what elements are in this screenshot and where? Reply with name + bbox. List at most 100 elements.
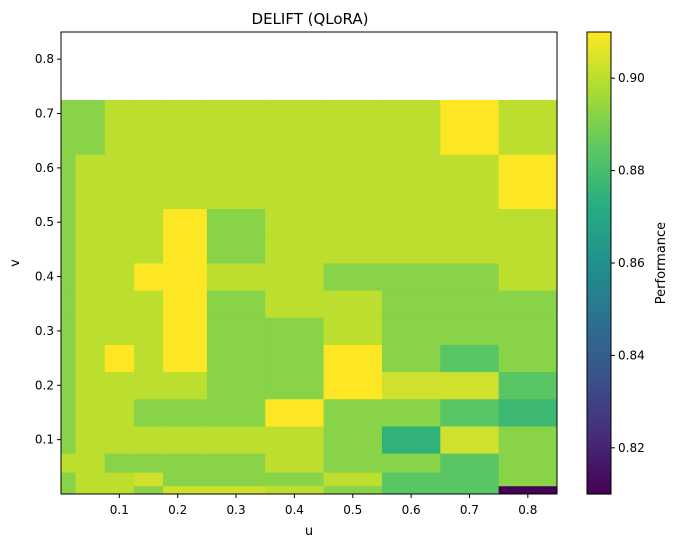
heatmap-cell <box>206 485 266 495</box>
heatmap-cell <box>163 208 208 237</box>
colorbar-gradient-segment <box>587 133 611 137</box>
colorbar-gradient-segment <box>587 64 611 68</box>
x-tick-label: 0.3 <box>227 503 246 517</box>
heatmap-cell <box>163 290 208 318</box>
colorbar-gradient-segment <box>587 408 611 412</box>
heatmap-cell <box>498 208 558 237</box>
colorbar-gradient-segment <box>587 85 611 89</box>
colorbar-gradient-segment <box>587 122 611 125</box>
heatmap-cell <box>61 263 76 291</box>
colorbar-gradient-segment <box>587 36 611 40</box>
heatmap-cell <box>323 453 383 473</box>
heatmap-cell <box>498 290 558 318</box>
colorbar-gradient-segment <box>587 50 611 54</box>
colorbar-gradient-segment <box>587 184 611 188</box>
colorbar-gradient-segment <box>587 52 611 56</box>
colorbar-gradient-segment <box>587 373 611 377</box>
colorbar-gradient-segment <box>587 304 611 308</box>
heatmap-cell <box>498 344 558 373</box>
colorbar-gradient-segment <box>587 360 611 363</box>
colorbar-gradient-segment <box>587 177 611 181</box>
colorbar-gradient-segment <box>587 466 611 470</box>
colorbar-gradient-segment <box>587 189 611 192</box>
colorbar-gradient-segment <box>587 101 611 105</box>
colorbar-gradient-segment <box>587 316 611 320</box>
heatmap-cell <box>323 208 383 237</box>
colorbar-gradient-segment <box>587 182 611 186</box>
y-tick-label: 0.8 <box>35 52 54 66</box>
colorbar-gradient-segment <box>587 140 611 144</box>
colorbar-label: Performance <box>654 222 669 304</box>
colorbar-gradient-segment <box>587 369 611 373</box>
heatmap-cell <box>265 208 324 237</box>
colorbar-gradient-segment <box>587 41 611 45</box>
x-tick-label: 0.4 <box>285 503 304 517</box>
heatmap-cell <box>163 263 208 291</box>
heatmap-cell <box>75 208 106 237</box>
x-tick-label: 0.7 <box>460 503 479 517</box>
heatmap-cell <box>75 235 106 264</box>
colorbar-gradient-segment <box>587 463 611 467</box>
colorbar-gradient-segment <box>587 119 611 123</box>
colorbar-gradient-segment <box>587 131 611 135</box>
colorbar-gradient-segment <box>587 394 611 398</box>
heatmap-cell <box>381 344 441 373</box>
colorbar-gradient-segment <box>587 256 611 259</box>
heatmap-cell <box>440 426 500 454</box>
colorbar-gradient-segment <box>587 475 611 479</box>
colorbar-gradient-segment <box>587 78 611 82</box>
colorbar-gradient-segment <box>587 346 611 350</box>
heatmap-cell <box>381 181 441 210</box>
colorbar-gradient-segment <box>587 265 611 269</box>
heatmap-cell <box>163 426 208 454</box>
colorbar-gradient-segment <box>587 75 611 79</box>
colorbar-gradient-segment <box>587 103 611 107</box>
heatmap-cell <box>75 263 106 291</box>
colorbar-gradient-segment <box>587 235 611 239</box>
colorbar-gradient-segment <box>587 309 611 313</box>
colorbar-gradient-segment <box>587 230 611 234</box>
colorbar-gradient-segment <box>587 212 611 216</box>
colorbar-gradient-segment <box>587 283 611 287</box>
heatmap-cell <box>381 398 441 427</box>
colorbar-gradient-segment <box>587 461 611 465</box>
heatmap-cell <box>61 472 76 487</box>
heatmap-cell <box>206 154 266 182</box>
heatmap-cell <box>440 99 500 128</box>
heatmap-cell <box>104 235 135 264</box>
colorbar-gradient-segment <box>587 281 611 285</box>
heatmap-cell <box>323 344 383 373</box>
colorbar-gradient-segment <box>587 110 611 114</box>
colorbar-gradient-segment <box>587 57 611 61</box>
heatmap-cell <box>206 263 266 291</box>
heatmap-cell <box>440 398 500 427</box>
heatmap-cell <box>133 235 164 264</box>
heatmap-cell <box>381 208 441 237</box>
colorbar-gradient-segment <box>587 66 611 70</box>
colorbar-gradient-segment <box>587 286 611 290</box>
colorbar-gradient-segment <box>587 378 611 382</box>
colorbar-gradient-segment <box>587 138 611 142</box>
colorbar-gradient-segment <box>587 468 611 472</box>
heatmap-cell <box>206 181 266 210</box>
heatmap-cell <box>206 208 266 237</box>
colorbar-gradient-segment <box>587 401 611 405</box>
colorbar-gradient-segment <box>587 477 611 481</box>
colorbar-gradient-segment <box>587 438 611 442</box>
heatmap-cell <box>75 181 106 210</box>
heatmap-cell <box>104 263 135 291</box>
colorbar-gradient-segment <box>587 147 611 151</box>
x-axis-ticks: 0.1 0.2 0.3 0.4 0.5 0.6 0.7 0.8 <box>110 494 537 517</box>
heatmap-cell <box>440 485 500 495</box>
heatmap-cell <box>206 453 266 473</box>
colorbar-gradient-segment <box>587 89 611 93</box>
colorbar-gradient-segment <box>587 263 611 266</box>
colorbar-gradient-segment <box>587 440 611 444</box>
colorbar-gradient-segment <box>587 239 611 243</box>
heatmap-cell <box>133 371 164 400</box>
colorbar: 0.82 0.84 0.86 0.88 0.90 <box>586 31 645 495</box>
colorbar-gradient-segment <box>587 313 611 317</box>
heatmap-cell <box>61 99 76 128</box>
heatmap-cell <box>440 371 500 400</box>
colorbar-gradient-segment <box>587 371 611 375</box>
